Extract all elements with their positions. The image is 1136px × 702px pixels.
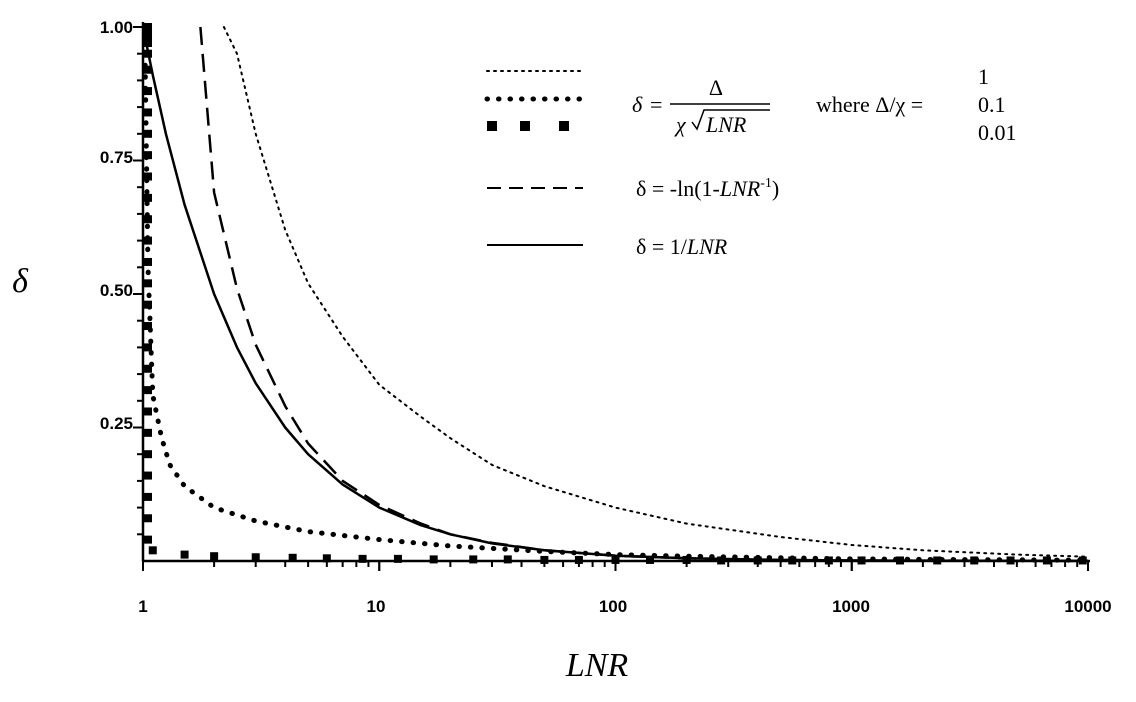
data-point xyxy=(469,555,478,564)
data-point xyxy=(144,492,153,501)
series-ratio-0.01 xyxy=(144,23,1087,565)
data-point xyxy=(144,535,153,544)
data-point xyxy=(144,471,153,480)
data-point xyxy=(210,552,219,561)
data-point xyxy=(503,555,512,564)
y-axis-title: δ xyxy=(12,263,29,300)
data-point xyxy=(682,555,691,564)
legend-where-label: where Δ/χ = xyxy=(816,92,923,117)
series-dashed xyxy=(199,26,1089,563)
data-point xyxy=(144,172,153,181)
data-point xyxy=(144,39,153,48)
svg-text:χ: χ xyxy=(674,112,687,137)
data-point xyxy=(144,65,153,74)
data-point xyxy=(180,550,189,559)
data-point xyxy=(144,300,153,309)
data-point xyxy=(429,555,438,564)
data-point xyxy=(144,364,153,373)
data-point xyxy=(144,236,153,245)
data-point xyxy=(144,33,153,42)
svg-text:LNR: LNR xyxy=(705,112,747,137)
x-tick-label-10000: 10000 xyxy=(1064,597,1111,616)
x-axis-title: LNR xyxy=(565,647,629,684)
y-tick-label-0.25: 0.25 xyxy=(100,414,133,433)
y-ticks xyxy=(133,26,143,536)
data-point xyxy=(288,553,297,562)
x-tick-label-100: 100 xyxy=(599,597,627,616)
data-point xyxy=(144,450,153,459)
axes xyxy=(133,22,1090,571)
svg-text:=: = xyxy=(650,92,662,117)
data-point xyxy=(574,555,583,564)
data-point xyxy=(358,554,367,563)
data-point xyxy=(144,193,153,202)
x-tick-label-1: 1 xyxy=(138,597,147,616)
data-point xyxy=(717,556,726,565)
data-point xyxy=(540,555,549,564)
x-tick-label-1000: 1000 xyxy=(832,597,870,616)
svg-text:δ: δ xyxy=(632,92,643,117)
series-ratio-1 xyxy=(222,26,1089,558)
data-point xyxy=(144,428,153,437)
data-point xyxy=(144,151,153,160)
data-point xyxy=(251,553,260,562)
series-layer xyxy=(141,23,1091,565)
x-tick-label-10: 10 xyxy=(367,597,386,616)
data-point xyxy=(322,554,331,563)
legend-sqrt-formula: δ = Δ χ LNR xyxy=(632,75,770,137)
legend-where-value-0.1: 0.1 xyxy=(978,92,1006,117)
data-point xyxy=(646,555,655,564)
svg-text:Δ: Δ xyxy=(709,75,723,100)
data-point xyxy=(144,129,153,138)
legend-where-value-0.01: 0.01 xyxy=(978,120,1017,145)
legend-swatch-ratio-0.01 xyxy=(487,121,569,131)
data-point xyxy=(144,322,153,331)
data-point xyxy=(393,554,402,563)
data-point xyxy=(144,28,153,37)
data-point xyxy=(611,555,620,564)
data-point xyxy=(144,386,153,395)
data-point xyxy=(144,343,153,352)
legend-log-formula: δ = -ln(1-LNR-1) xyxy=(636,176,779,201)
data-point xyxy=(144,87,153,96)
data-point xyxy=(144,257,153,266)
series-solid xyxy=(141,26,1089,563)
y-tick-label-0.75: 0.75 xyxy=(100,148,133,167)
data-point xyxy=(148,546,157,555)
y-tick-label-1.00: 1.00 xyxy=(100,18,133,37)
data-point xyxy=(144,108,153,117)
data-point xyxy=(144,514,153,523)
data-point xyxy=(144,279,153,288)
legend-where-value-1: 1 xyxy=(978,64,989,89)
legend-inverse-formula: δ = 1/LNR xyxy=(636,234,728,259)
data-point xyxy=(144,23,153,31)
y-tick-label-0.50: 0.50 xyxy=(100,281,133,300)
data-point xyxy=(144,407,153,416)
series-ratio-0.1 xyxy=(142,51,1091,563)
legend: δ = Δ χ LNR where Δ/χ = 1 0.1 0.01 δ = -… xyxy=(484,64,1017,259)
data-point xyxy=(144,215,153,224)
